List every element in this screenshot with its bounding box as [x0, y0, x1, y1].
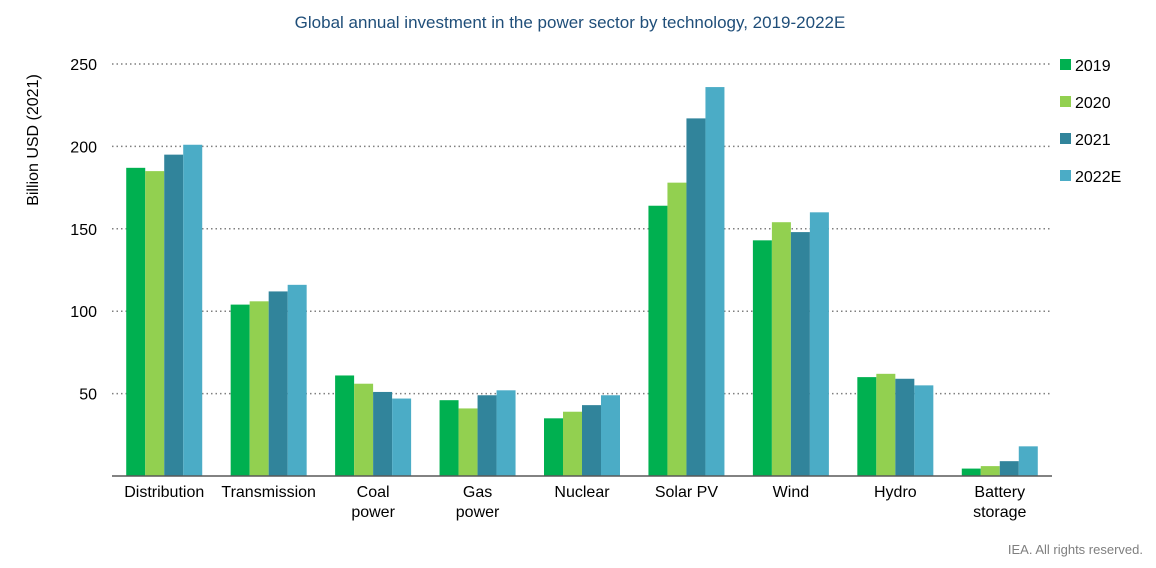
bar-2021-0	[164, 154, 184, 476]
bar-2020-2	[354, 383, 374, 476]
bar-2020-0	[145, 171, 165, 476]
bar-2021-4	[582, 405, 601, 476]
chart-title: Global annual investment in the power se…	[295, 13, 846, 32]
category-label: Gas power	[456, 484, 500, 521]
category-label: Distribution	[124, 484, 204, 501]
category-label: Wind	[773, 484, 809, 501]
bar-2019-3	[439, 400, 459, 476]
category-label: Transmission	[221, 484, 316, 501]
bar-2020-5	[667, 182, 687, 476]
y-tick-label: 250	[70, 57, 97, 74]
legend-label: 2021	[1075, 132, 1111, 149]
bar-2019-1	[230, 304, 250, 476]
bar-2022e-6	[809, 212, 829, 476]
category-labels: Distribution Transmission Coal power Gas powe…	[124, 484, 1026, 521]
category-label: Nuclear	[554, 484, 610, 501]
category-label: Hydro	[874, 484, 917, 501]
bar-2022e-3	[496, 390, 516, 476]
category-label: Solar PV	[655, 484, 718, 501]
legend-label: 2020	[1075, 95, 1111, 112]
bar-2021-2	[373, 391, 393, 476]
credit-text: IEA. All rights reserved.	[1008, 542, 1143, 557]
bar-2021-7	[895, 378, 915, 476]
bar-2021-8	[999, 461, 1019, 476]
bar-2020-7	[876, 373, 896, 476]
bar-2020-8	[980, 466, 1000, 476]
bar-2019-0	[126, 167, 146, 476]
bar-2019-5	[648, 205, 668, 476]
bar-2022e-2	[392, 398, 412, 476]
bar-2019-7	[857, 377, 877, 476]
legend-swatch	[1060, 133, 1071, 144]
legend-swatch	[1060, 170, 1071, 181]
bar-2020-6	[771, 222, 791, 476]
y-tick-label: 100	[70, 304, 97, 321]
category-label: Battery storage	[973, 484, 1026, 521]
bar-2019-2	[335, 375, 355, 476]
bar-2021-3	[477, 395, 497, 476]
bars	[126, 87, 1038, 477]
bar-2022e-1	[287, 284, 307, 476]
category-label: Coal power	[351, 484, 395, 521]
legend-swatch	[1060, 59, 1071, 70]
bar-2020-3	[458, 408, 478, 476]
y-tick-label: 200	[70, 139, 97, 156]
y-tick-label: 50	[79, 387, 97, 404]
legend-label: 2019	[1075, 58, 1111, 75]
bar-2019-4	[544, 418, 563, 476]
bar-2020-1	[249, 301, 269, 476]
legend-swatch	[1060, 96, 1071, 107]
bar-2021-1	[268, 291, 288, 476]
bar-2022e-5	[705, 87, 725, 477]
bar-2021-5	[686, 118, 706, 476]
y-axis-label: Billion USD (2021)	[25, 74, 42, 206]
bar-2022e-4	[601, 395, 620, 476]
y-tick-label: 150	[70, 222, 97, 239]
bar-2022e-7	[914, 385, 934, 476]
bar-2021-6	[790, 232, 810, 476]
bar-2022e-0	[183, 144, 203, 476]
legend: 2019 2020 2021 2022E	[1060, 58, 1121, 186]
y-axis-ticks: 50 100 150 200 250	[70, 57, 97, 404]
bar-2019-6	[752, 240, 772, 476]
bar-2019-8	[961, 468, 981, 476]
legend-label: 2022E	[1075, 169, 1121, 186]
bar-2022e-8	[1018, 446, 1038, 476]
bar-2020-4	[563, 411, 582, 476]
